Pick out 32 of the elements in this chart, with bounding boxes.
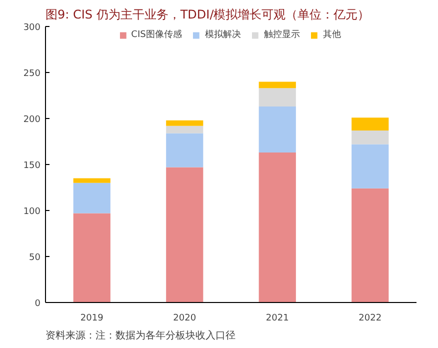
legend-label: 模拟解决 xyxy=(204,28,241,41)
bar xyxy=(258,152,296,302)
bar xyxy=(258,88,296,107)
y-tick-label: 0 xyxy=(34,299,41,309)
bar xyxy=(352,130,389,144)
x-tick-label: 2022 xyxy=(358,314,382,324)
bar xyxy=(166,126,204,134)
bar xyxy=(352,144,389,188)
bar xyxy=(73,178,110,183)
y-tick-label: 200 xyxy=(23,115,41,125)
y-tick-label: 150 xyxy=(23,161,41,171)
bar xyxy=(166,120,204,126)
bar xyxy=(258,82,296,88)
y-tick-label: 300 xyxy=(23,23,41,33)
legend-label: 其他 xyxy=(322,28,342,41)
legend-label: 触控显示 xyxy=(264,28,300,41)
chart-title: 图9: CIS 仍为主干业务，TDDI/模拟增长可观（单位：亿元） xyxy=(46,8,370,22)
legend-label: CIS图像传感 xyxy=(131,28,182,41)
bar xyxy=(258,106,296,153)
x-tick-label: 2021 xyxy=(266,314,289,324)
x-tick-label: 2020 xyxy=(173,314,196,324)
bar xyxy=(352,188,389,302)
y-tick-label: 250 xyxy=(23,69,41,79)
bar xyxy=(166,167,204,302)
bar xyxy=(166,133,204,168)
y-tick-label: 100 xyxy=(23,207,41,217)
x-tick-label: 2019 xyxy=(80,314,104,324)
bar xyxy=(73,182,110,214)
text: 资料来源：注：数据为各年分板块收入口径 xyxy=(46,330,236,342)
bar xyxy=(73,213,110,302)
bar xyxy=(352,118,389,130)
y-tick-label: 50 xyxy=(29,253,41,263)
